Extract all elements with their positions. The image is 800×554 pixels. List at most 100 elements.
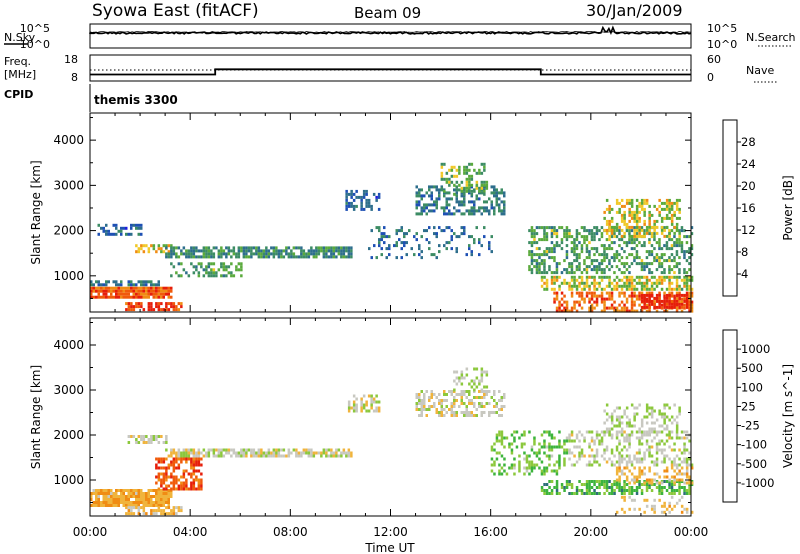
heatmap-cell (643, 302, 646, 306)
heatmap-cell (498, 390, 501, 393)
heatmap-cell (295, 454, 298, 458)
heatmap-cell (628, 278, 631, 282)
heatmap-cell (530, 460, 534, 464)
heatmap-cell (240, 265, 243, 269)
heatmap-cell (678, 284, 681, 288)
heatmap-cell (488, 247, 491, 251)
heatmap-cell (558, 284, 561, 288)
heatmap-cell (615, 201, 619, 205)
heatmap-cell (618, 303, 621, 307)
heatmap-cell (648, 278, 651, 282)
heatmap-cell (495, 436, 499, 440)
heatmap-cell (638, 483, 641, 486)
heatmap-cell (463, 402, 466, 405)
heatmap-cell (540, 262, 544, 266)
heatmap-cell (267, 451, 271, 455)
heatmap-cell (658, 278, 661, 282)
heatmap-cell (628, 198, 631, 202)
heatmap-cell (593, 460, 596, 464)
heatmap-cell (653, 460, 656, 464)
heatmap-cell (548, 463, 551, 467)
heatmap-cell (205, 268, 208, 272)
x-tick-label: 12:00 (373, 525, 408, 539)
heatmap-cell (317, 252, 321, 256)
heatmap-cell (440, 399, 443, 402)
y-tick-label: 2000 (53, 224, 84, 238)
heatmap-cell (608, 222, 611, 226)
heatmap-cell (598, 265, 601, 269)
heatmap-cell (663, 403, 666, 407)
heatmap-cell (655, 433, 659, 437)
heatmap-cell (643, 198, 646, 202)
heatmap-cell (465, 414, 468, 417)
heatmap-cell (665, 305, 669, 309)
heatmap-cell (625, 466, 629, 470)
heatmap-cell (192, 466, 196, 470)
heatmap-cell (615, 226, 619, 230)
heatmap-cell (600, 436, 604, 440)
heatmap-cell (628, 207, 631, 211)
heatmap-cell (663, 475, 666, 479)
heatmap-cell (590, 309, 594, 313)
heatmap-cell (500, 212, 503, 216)
heatmap-cell (675, 293, 679, 297)
heatmap-cell (523, 442, 526, 446)
heatmap-cell (192, 481, 196, 485)
heatmap-cell (638, 303, 641, 307)
heatmap-cell (137, 247, 141, 251)
heatmap-cell (678, 216, 681, 220)
heatmap-cell (400, 241, 403, 245)
colorbar-tick-label: -500 (741, 457, 767, 471)
heatmap-cell (140, 283, 143, 287)
heatmap-cell (480, 171, 484, 175)
heatmap-cell (655, 418, 659, 422)
heatmap-cell (132, 305, 136, 309)
heatmap-cell (573, 284, 576, 288)
heatmap-cell (312, 454, 316, 458)
heatmap-cell (568, 287, 571, 291)
heatmap-cell (312, 249, 316, 253)
heatmap-cell (673, 225, 676, 229)
heatmap-cell (450, 405, 453, 408)
heatmap-cell (463, 411, 466, 414)
heatmap-cell (625, 406, 629, 410)
heatmap-cell (383, 241, 386, 245)
heatmap-cell (550, 241, 554, 245)
heatmap-cell (483, 183, 486, 187)
heatmap-cell (377, 207, 381, 211)
heatmap-cell (648, 309, 651, 313)
heatmap-cell (97, 286, 100, 290)
heatmap-cell (165, 286, 168, 290)
heatmap-cell (563, 278, 566, 282)
x-tick-label: 20:00 (574, 525, 609, 539)
heatmap-cell (545, 232, 549, 236)
heatmap-cell (155, 492, 158, 495)
heatmap-cell (255, 451, 258, 455)
heatmap-cell (635, 207, 639, 211)
heatmap-cell (435, 411, 438, 414)
heatmap-cell (155, 463, 158, 467)
heatmap-cell (660, 278, 664, 282)
heatmap-cell (448, 212, 451, 216)
heatmap-cell (142, 244, 146, 248)
heatmap-cell (495, 203, 498, 207)
heatmap-cell (295, 246, 298, 250)
heatmap-cell (155, 501, 158, 504)
heatmap-cell (540, 472, 544, 476)
heatmap-cell (573, 306, 576, 310)
heatmap-cell (135, 226, 138, 230)
heatmap-cell (665, 424, 669, 428)
heatmap-cell (675, 198, 679, 202)
heatmap-cell (533, 253, 536, 257)
heatmap-cell (152, 509, 156, 513)
heatmap-cell (623, 250, 626, 254)
heatmap-cell (663, 275, 666, 279)
heatmap-cell (155, 283, 158, 287)
heatmap-cell (600, 278, 604, 282)
heatmap-cell (102, 229, 105, 233)
heatmap-cell (165, 501, 168, 504)
heatmap-cell (443, 399, 446, 402)
heatmap-cell (438, 411, 441, 414)
heatmap-cell (398, 238, 401, 242)
heatmap-cell (675, 241, 679, 245)
